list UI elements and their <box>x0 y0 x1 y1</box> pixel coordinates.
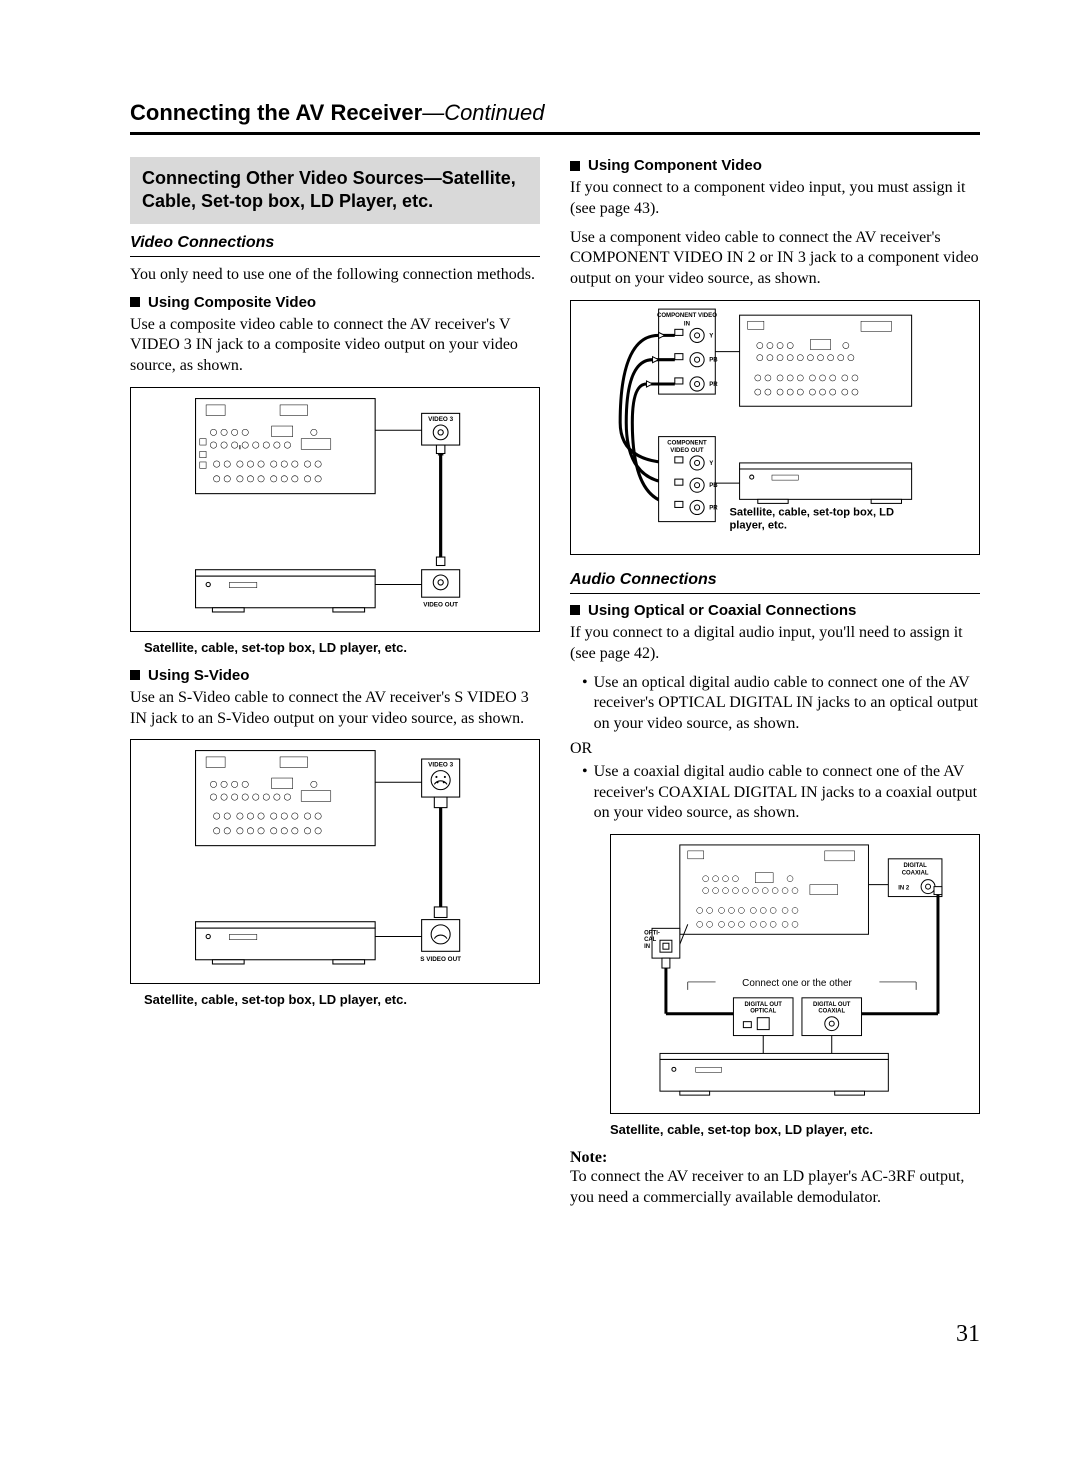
component-p2: Use a component video cable to connect t… <box>570 228 980 290</box>
right-column: Using Component Video If you connect to … <box>570 157 980 1217</box>
lbl-svideo-out: S VIDEO OUT <box>420 956 461 963</box>
square-bullet-icon <box>570 161 580 171</box>
square-bullet-icon <box>570 605 580 615</box>
dot-icon: • <box>582 673 588 735</box>
digital-svg: OPTI- CAL IN DIGITAL COAXIAL IN 2 <box>611 835 979 1113</box>
svg-text:DIGITAL OUT: DIGITAL OUT <box>813 1002 851 1008</box>
optical-p1: If you connect to a digital audio input,… <box>570 623 980 665</box>
component-inline-caption: Satellite, cable, set-top box, LD player… <box>729 506 931 533</box>
lbl-video-out: VIDEO OUT <box>423 602 458 609</box>
lbl-y: Y <box>709 333 713 339</box>
svg-text:IN: IN <box>644 944 650 950</box>
digital-caption: Satellite, cable, set-top box, LD player… <box>610 1122 980 1139</box>
left-column: Connecting Other Video Sources—Satellite… <box>130 157 540 1217</box>
video-intro-text: You only need to use one of the followin… <box>130 265 540 286</box>
content-columns: Connecting Other Video Sources—Satellite… <box>130 157 980 1217</box>
lbl-in2: IN 2 <box>898 886 910 892</box>
page-title-suffix: —Continued <box>422 100 544 125</box>
video-connections-heading: Video Connections <box>130 234 540 257</box>
lbl-pb: PB <box>709 358 718 364</box>
page-title-main: Connecting the AV Receiver <box>130 100 422 125</box>
lbl-digital: DIGITAL <box>903 863 927 869</box>
svg-text:OPTICAL: OPTICAL <box>750 1009 776 1015</box>
audio-connections-heading: Audio Connections <box>570 571 980 594</box>
component-diagram: COMPONENT VIDEO IN Y PB PR <box>570 300 980 555</box>
note-label: Note: <box>570 1149 980 1167</box>
component-svg: COMPONENT VIDEO IN Y PB PR <box>571 301 979 554</box>
connect-one-text: Connect one or the other <box>742 978 852 989</box>
coax-list: •Use a coaxial digital audio cable to co… <box>582 762 980 824</box>
lbl-video3-s: VIDEO 3 <box>428 762 453 769</box>
optical-li1: Use an optical digital audio cable to co… <box>594 673 980 735</box>
component-heading: Using Component Video <box>570 157 980 174</box>
digital-audio-diagram: OPTI- CAL IN DIGITAL COAXIAL IN 2 <box>610 834 980 1114</box>
square-bullet-icon <box>130 670 140 680</box>
optical-heading-text: Using Optical or Coaxial Connections <box>588 602 856 619</box>
lbl-pr2: PR <box>709 505 718 511</box>
svg-text:OPTI-: OPTI- <box>644 930 660 936</box>
lbl-pb2: PB <box>709 483 718 489</box>
component-heading-text: Using Component Video <box>588 157 762 174</box>
svg-text:VIDEO OUT: VIDEO OUT <box>670 448 704 454</box>
optical-list: •Use an optical digital audio cable to c… <box>582 673 980 735</box>
svg-text:DIGITAL OUT: DIGITAL OUT <box>745 1002 783 1008</box>
svideo-diagram: VIDEO 3 IN S VIDEO OUT <box>130 739 540 984</box>
svideo-svg: VIDEO 3 IN S VIDEO OUT <box>131 740 539 983</box>
optical-li2: Use a coaxial digital audio cable to con… <box>594 762 980 824</box>
lbl-coax: COAXIAL <box>902 871 929 877</box>
svg-text:COMPONENT: COMPONENT <box>667 441 707 447</box>
dot-icon: • <box>582 762 588 824</box>
lbl-y2: Y <box>709 461 713 467</box>
svideo-heading-text: Using S-Video <box>148 667 249 684</box>
composite-diagram: VIDEO 3 IN VIDEO OUT <box>130 387 540 632</box>
component-p1: If you connect to a component video inpu… <box>570 178 980 220</box>
note-body: To connect the AV receiver to an LD play… <box>570 1167 980 1209</box>
svg-text:CAL: CAL <box>644 937 657 943</box>
composite-svg: VIDEO 3 IN VIDEO OUT <box>131 388 539 631</box>
svideo-caption: Satellite, cable, set-top box, LD player… <box>144 992 540 1009</box>
lbl-video3: VIDEO 3 <box>428 416 453 423</box>
lbl-in-c: IN <box>684 321 690 327</box>
or-label: OR <box>570 739 980 760</box>
composite-heading-text: Using Composite Video <box>148 294 316 311</box>
square-bullet-icon <box>130 297 140 307</box>
page-number: 31 <box>956 1321 980 1348</box>
svideo-body: Use an S-Video cable to connect the AV r… <box>130 688 540 730</box>
composite-caption: Satellite, cable, set-top box, LD player… <box>144 640 540 657</box>
svg-text:COAXIAL: COAXIAL <box>818 1009 845 1015</box>
optical-heading: Using Optical or Coaxial Connections <box>570 602 980 619</box>
lbl-comp-in: COMPONENT VIDEO <box>657 313 717 319</box>
section-banner: Connecting Other Video Sources—Satellite… <box>130 157 540 224</box>
composite-body: Use a composite video cable to connect t… <box>130 315 540 377</box>
composite-heading: Using Composite Video <box>130 294 540 311</box>
lbl-pr: PR <box>709 382 718 388</box>
page-title: Connecting the AV Receiver—Continued <box>130 100 980 135</box>
svideo-heading: Using S-Video <box>130 667 540 684</box>
